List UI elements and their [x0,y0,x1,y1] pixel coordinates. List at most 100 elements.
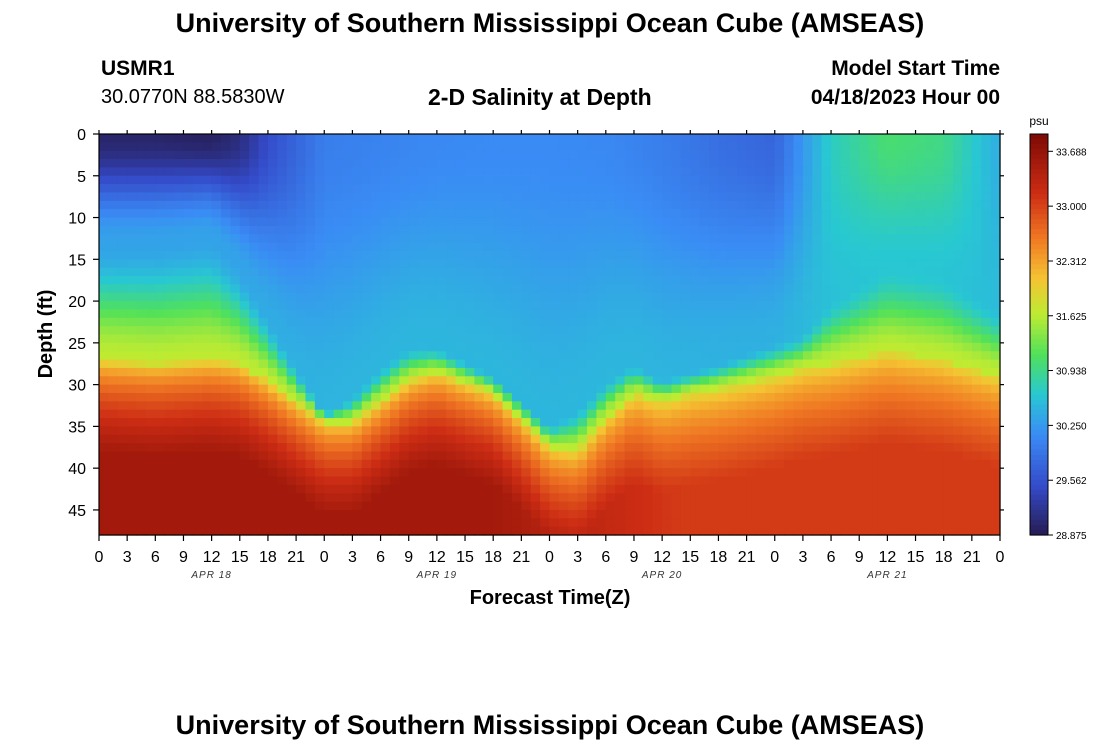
heatmap-cell [183,367,194,377]
heatmap-cell [389,267,400,277]
heatmap-cell [127,518,138,528]
heatmap-cell [155,142,166,152]
heatmap-cell [371,217,382,227]
heatmap-cell [971,351,982,361]
heatmap-cell [286,242,297,252]
heatmap-cell [371,192,382,202]
heatmap-cell [840,484,851,494]
heatmap-cell [727,150,738,160]
heatmap-cell [971,342,982,352]
heatmap-cell [615,451,626,461]
heatmap-cell [371,459,382,469]
heatmap-cell [633,476,644,486]
heatmap-cell [990,342,1001,352]
heatmap-cell [239,334,250,344]
heatmap-cell [774,443,785,453]
heatmap-cell [596,184,607,194]
heatmap-cell [840,493,851,503]
heatmap-cell [690,476,701,486]
x-tick-label: 12 [878,549,896,566]
heatmap-cell [549,326,560,336]
heatmap-cell [258,409,269,419]
heatmap-cell [868,259,879,269]
heatmap-cell [127,184,138,194]
heatmap-cell [915,209,926,219]
heatmap-cell [511,476,522,486]
heatmap-cell [962,426,973,436]
heatmap-cell [746,392,757,402]
heatmap-cell [727,476,738,486]
heatmap-cell [859,259,870,269]
heatmap-cell [286,518,297,528]
heatmap-cell [896,359,907,369]
heatmap-cell [145,367,156,377]
heatmap-cell [296,376,307,386]
heatmap-cell [117,493,128,503]
heatmap-cell [605,401,616,411]
heatmap-cell [615,309,626,319]
heatmap-cell [953,234,964,244]
heatmap-cell [802,225,813,235]
heatmap-cell [718,526,729,536]
heatmap-cell [117,150,128,160]
heatmap-cell [540,342,551,352]
heatmap-cell [652,451,663,461]
heatmap-cell [755,451,766,461]
heatmap-cell [408,451,419,461]
heatmap-cell [587,217,598,227]
heatmap-cell [784,159,795,169]
heatmap-cell [558,384,569,394]
heatmap-cell [755,526,766,536]
heatmap-cell [249,334,260,344]
heatmap-cell [221,334,231,344]
heatmap-cell [549,159,560,169]
heatmap-cell [343,518,354,528]
heatmap-cell [465,518,476,528]
heatmap-cell [314,459,325,469]
heatmap-cell [971,309,982,319]
heatmap-cell [652,159,663,169]
heatmap-cell [812,509,823,519]
heatmap-cell [877,451,888,461]
heatmap-cell [849,175,860,185]
heatmap-cell [408,476,419,486]
heatmap-cell [305,184,316,194]
heatmap-cell [164,501,175,511]
heatmap-cell [174,209,185,219]
heatmap-cell [746,334,757,344]
heatmap-cell [793,267,804,277]
heatmap-cell [831,301,842,311]
heatmap-cell [868,418,879,427]
heatmap-cell [587,376,598,386]
heatmap-cell [558,518,569,528]
heatmap-cell [221,167,231,177]
heatmap-cell [436,259,447,269]
heatmap-cell [408,267,419,277]
heatmap-cell [802,443,813,453]
heatmap-cell [981,150,992,160]
heatmap-cell [615,284,626,294]
heatmap-cell [258,309,269,319]
heatmap-cell [145,493,156,503]
heatmap-cell [483,184,494,194]
heatmap-cell [615,484,626,494]
heatmap-cell [755,326,766,336]
heatmap-cell [587,359,598,369]
heatmap-cell [408,142,419,152]
heatmap-cell [502,284,513,294]
heatmap-cell [361,134,372,143]
heatmap-cell [540,426,551,436]
heatmap-cell [784,484,795,494]
heatmap-cell [174,242,185,252]
colorbar-tick-label: 32.312 [1056,257,1087,268]
heatmap-cell [568,401,579,411]
heatmap-cell [436,501,447,511]
heatmap-cell [314,250,325,260]
heatmap-cell [802,326,813,336]
heatmap-cell [915,409,926,419]
heatmap-cell [267,418,278,427]
heatmap-cell [577,459,588,469]
heatmap-cell [192,509,203,519]
heatmap-cell [624,159,635,169]
heatmap-cell [389,443,400,453]
